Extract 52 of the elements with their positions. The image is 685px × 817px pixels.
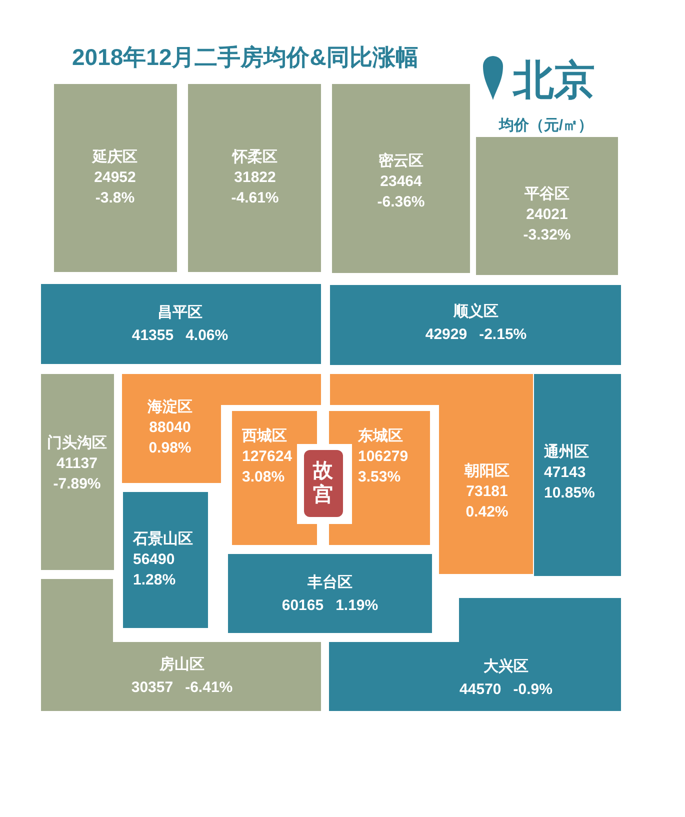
data-label: 3.53% bbox=[358, 468, 401, 485]
data-label: 1.19% bbox=[336, 596, 378, 614]
data-label: 0.98% bbox=[148, 439, 192, 456]
category-label: 东城区 bbox=[357, 426, 403, 444]
data-label: 3.08% bbox=[242, 468, 285, 485]
data-label: 24021 bbox=[526, 206, 568, 222]
category-label: 门头沟区 bbox=[47, 433, 107, 451]
category-label: 密云区 bbox=[378, 151, 424, 169]
category-label: 海淀区 bbox=[146, 397, 192, 415]
category-label: 西城区 bbox=[241, 427, 287, 444]
category-label: 故宫 bbox=[312, 460, 334, 506]
data-label: 1.28% bbox=[133, 571, 176, 588]
data-label: 42929 bbox=[425, 326, 468, 342]
category-label: 朝阳区 bbox=[464, 462, 510, 479]
text: 均价（元/㎡） bbox=[498, 116, 594, 134]
category-label: 通州区 bbox=[543, 443, 589, 460]
data-label: 31822 bbox=[234, 168, 276, 186]
data-label: 23464 bbox=[380, 172, 423, 190]
category-label: 昌平区 bbox=[158, 304, 202, 320]
data-label: 30357 bbox=[131, 678, 174, 696]
data-label: -4.61% bbox=[231, 189, 279, 206]
data-label: 24952 bbox=[94, 168, 136, 186]
data-label: 41355 bbox=[132, 326, 174, 344]
data-label: -3.8% bbox=[95, 189, 135, 206]
category-label: 怀柔区 bbox=[232, 148, 278, 165]
category-label: 石景山区 bbox=[132, 530, 193, 547]
data-label: 56490 bbox=[133, 550, 175, 568]
data-label: 41137 bbox=[56, 454, 98, 472]
data-label: -2.15% bbox=[479, 326, 527, 342]
category-label: 延庆区 bbox=[92, 147, 138, 165]
category-label: 平谷区 bbox=[524, 185, 570, 202]
text: 2018年12月二手房均价&同比涨幅 bbox=[72, 44, 418, 70]
data-label: 106279 bbox=[358, 448, 408, 464]
category-label: 房山区 bbox=[158, 654, 204, 672]
data-label: -0.9% bbox=[513, 680, 552, 698]
data-label: 127624 bbox=[242, 448, 293, 464]
data-label: -7.89% bbox=[53, 475, 101, 492]
category-label: 顺义区 bbox=[452, 302, 498, 320]
data-label: 60165 bbox=[282, 596, 324, 614]
data-label: 0.42% bbox=[466, 503, 508, 520]
data-label: -6.36% bbox=[377, 193, 425, 210]
data-label: -3.32% bbox=[523, 226, 571, 243]
data-label: 10.85% bbox=[544, 484, 595, 501]
category-label: 丰台区 bbox=[306, 574, 352, 590]
text: 北京 bbox=[512, 57, 595, 103]
data-label: 47143 bbox=[544, 464, 586, 480]
data-label: 73181 bbox=[466, 482, 508, 500]
data-label: 4.06% bbox=[186, 326, 228, 344]
data-label: 88040 bbox=[149, 418, 191, 436]
data-label: 44570 bbox=[460, 680, 502, 698]
category-label: 大兴区 bbox=[484, 658, 528, 674]
data-label: -6.41% bbox=[185, 678, 233, 696]
